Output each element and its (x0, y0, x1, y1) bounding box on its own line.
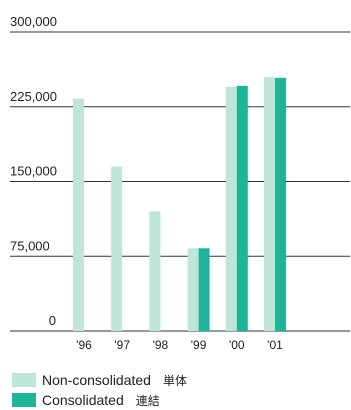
bar-consolidated (236, 85, 248, 331)
legend-swatch-consolidated (12, 393, 36, 407)
legend-item-non-consolidated: Non-consolidated 単体 (12, 370, 187, 390)
legend-label-consolidated-jp: 連結 (135, 393, 160, 408)
x-axis-tick-labels: '96 '97 '98 '99 '00 '01 (76, 338, 283, 352)
x-tick-label: '01 (267, 338, 283, 352)
gridlines (10, 31, 350, 332)
bar-non-consolidated (187, 248, 199, 331)
legend-item-consolidated: Consolidated 連結 (12, 390, 187, 410)
legend: Non-consolidated 単体 Consolidated 連結 (12, 370, 187, 410)
legend-label-non-consolidated: Non-consolidated (42, 372, 151, 388)
bars (73, 76, 286, 331)
x-tick-label: '00 (229, 338, 245, 352)
x-tick-label: '97 (114, 338, 130, 352)
y-axis-tick-labels: 0 75,000 150,000 225,000 300,000 (10, 14, 57, 328)
x-tick-label: '96 (76, 338, 92, 352)
bar-non-consolidated (225, 86, 237, 331)
y-tick-label: 150,000 (10, 164, 57, 179)
legend-label-consolidated: Consolidated (42, 392, 124, 408)
legend-label-non-consolidated-jp: 単体 (162, 373, 187, 388)
bar-non-consolidated (111, 166, 123, 331)
y-tick-label: 225,000 (10, 89, 57, 104)
bar-non-consolidated (264, 76, 275, 331)
bar-non-consolidated (73, 98, 84, 331)
y-tick-label: 300,000 (10, 14, 57, 29)
bar-consolidated (275, 77, 286, 331)
y-tick-label: 75,000 (10, 238, 50, 253)
legend-swatch-non-consolidated (12, 373, 36, 387)
bar-consolidated (198, 248, 210, 331)
x-tick-label: '98 (153, 338, 169, 352)
bar-non-consolidated (149, 211, 161, 331)
x-tick-label: '99 (191, 338, 207, 352)
y-tick-label: 0 (49, 313, 56, 328)
